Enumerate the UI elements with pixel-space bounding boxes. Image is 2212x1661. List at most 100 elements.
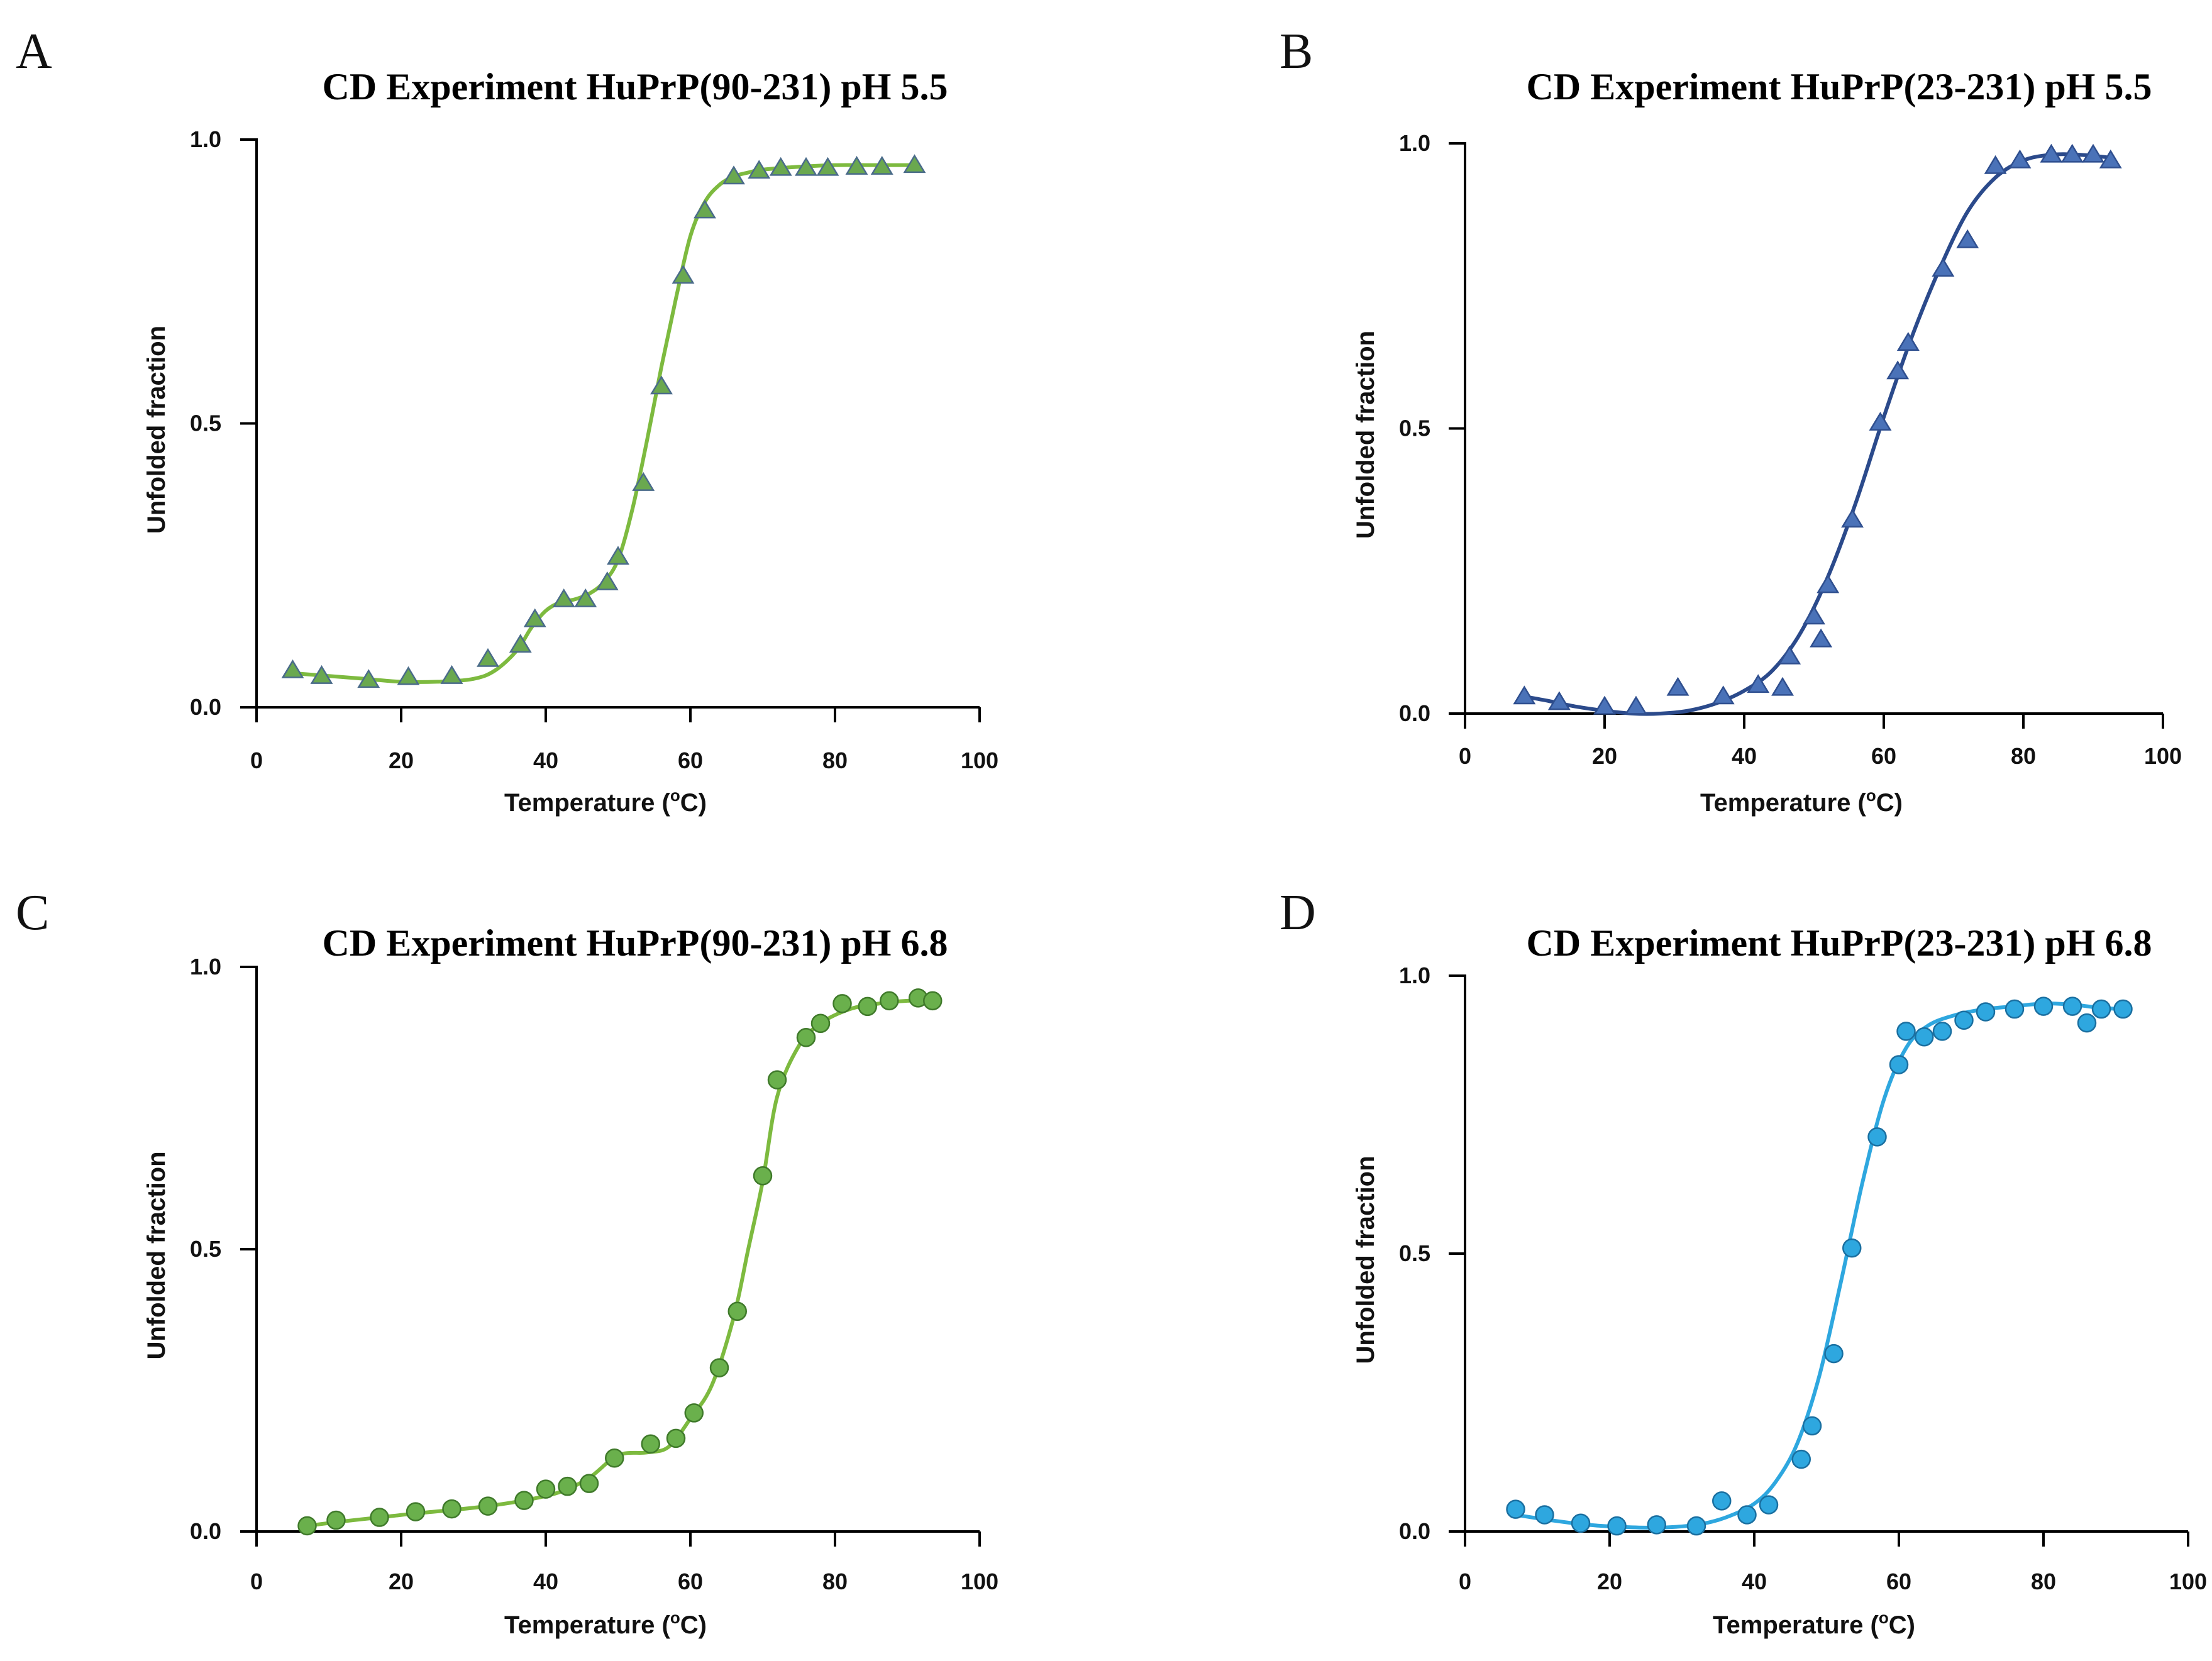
data-point (397, 666, 420, 685)
x-tick-label: 80 (822, 1569, 848, 1594)
data-point (574, 588, 597, 607)
data-point (514, 1491, 534, 1510)
data-point (1506, 1499, 1525, 1519)
data-point (2077, 1013, 2097, 1033)
y-tick-label: 0.5 (1399, 1240, 1430, 1266)
data-point (2008, 149, 2032, 168)
data-point (767, 1070, 787, 1090)
y-axis-label: Unfolded fraction (143, 326, 170, 534)
chart-title: CD Experiment HuPrP(23-231) pH 6.8 (1527, 922, 2152, 964)
x-axis-label-degree: o (670, 1608, 680, 1627)
x-tick-label: 20 (389, 748, 414, 773)
data-point (523, 608, 546, 627)
x-axis-label-unit: C) (680, 1611, 707, 1639)
x-axis-label-degree: o (1879, 1608, 1889, 1627)
data-point (2113, 999, 2133, 1019)
data-point (1647, 1515, 1666, 1535)
panel-letter: A (16, 24, 52, 79)
x-tick-label: 20 (1592, 743, 1617, 769)
x-tick-label: 80 (822, 748, 848, 773)
x-tick-label: 100 (2169, 1569, 2207, 1594)
data-point (1810, 628, 1833, 648)
data-point (796, 1028, 816, 1047)
data-point (816, 157, 839, 176)
y-axis-label: Unfolded fraction (143, 1151, 170, 1359)
data-point (1802, 1416, 1822, 1436)
fit-curve (1522, 152, 2113, 716)
data-point (1666, 676, 1689, 696)
panel-letter: C (16, 885, 49, 941)
data-point (923, 991, 943, 1011)
data-point (632, 472, 655, 491)
data-point (478, 1496, 498, 1516)
x-tick-label: 0 (1459, 1569, 1471, 1594)
panel-b: B CD Experiment HuPrP(23-231) pH 5.5 0 20 40… (1280, 24, 2182, 817)
data-point (858, 996, 877, 1017)
x-tick-label: 40 (533, 1569, 558, 1594)
data-point (722, 165, 745, 185)
data-point (641, 1434, 660, 1454)
data-point (1791, 1449, 1811, 1469)
data-point (1896, 1022, 1916, 1041)
x-axis-label: Temperature (oC) (504, 786, 707, 817)
data-point (509, 634, 532, 653)
panel-a: A CD Experiment HuPrP(90-231) pH 5.5 0 20 40… (16, 24, 998, 817)
data-point (769, 157, 792, 176)
panel-letter: D (1280, 885, 1316, 941)
y-tick-label: 1.0 (190, 954, 221, 979)
data-point (2005, 999, 2025, 1019)
data-point (1712, 1491, 1732, 1511)
x-tick-label: 80 (2031, 1569, 2056, 1594)
data-point (810, 1013, 831, 1034)
data-point (1593, 695, 1616, 715)
data-point (870, 155, 893, 175)
x-tick-label: 60 (1886, 1569, 1911, 1594)
x-tick-label: 60 (678, 1569, 703, 1594)
data-point (310, 665, 333, 684)
data-point (1886, 360, 1910, 380)
data-point (1976, 1002, 1996, 1022)
data-point (1607, 1516, 1627, 1536)
x-axis-label: Temperature (oC) (1713, 1608, 1915, 1639)
chart-title: CD Experiment HuPrP(90-231) pH 5.5 (323, 66, 948, 108)
data-point (607, 546, 629, 565)
data-point (672, 265, 695, 284)
x-axis-label-degree: o (670, 786, 680, 805)
x-tick-label: 100 (2144, 743, 2182, 769)
panel-c: C CD Experiment HuPrP(90-231) pH 6.8 0 20 40… (16, 885, 998, 1639)
x-axis-label-degree: o (1866, 786, 1876, 805)
y-tick-label: 0.0 (190, 1518, 221, 1544)
y-tick-label: 1.0 (190, 126, 221, 152)
chart-title: CD Experiment HuPrP(90-231) pH 6.8 (323, 922, 948, 964)
data-point (370, 1508, 389, 1527)
data-point (709, 1358, 729, 1377)
data-point (1571, 1513, 1591, 1533)
panel-letter: B (1280, 24, 1313, 79)
y-tick-label: 0.0 (1399, 1518, 1430, 1544)
data-point (1771, 676, 1794, 696)
x-tick-label: 40 (1732, 743, 1757, 769)
data-point (1686, 1516, 1706, 1536)
x-axis-label-unit: C) (680, 789, 707, 817)
x-tick-label: 0 (250, 1569, 263, 1594)
data-point (477, 648, 499, 667)
data-point (1841, 509, 1864, 528)
x-tick-label: 80 (2011, 743, 2036, 769)
y-tick-label: 0.5 (190, 411, 221, 436)
data-point (1867, 1127, 1887, 1147)
fit-curve (1513, 1002, 2125, 1530)
data-point (1956, 229, 1979, 248)
data-point (727, 1301, 747, 1322)
data-point (1932, 1022, 1952, 1041)
data-point (2082, 143, 2104, 163)
data-point (1778, 645, 1801, 665)
data-point (558, 1476, 577, 1496)
x-tick-label: 0 (1459, 743, 1471, 769)
data-point (2091, 999, 2111, 1019)
data-point (1817, 574, 1840, 593)
data-point (2099, 149, 2122, 168)
x-axis-label: Temperature (oC) (1700, 786, 1903, 817)
y-axis-label: Unfolded fraction (1352, 1156, 1380, 1364)
y-axis-label: Unfolded fraction (1352, 331, 1380, 539)
x-axis-label-unit: C) (1876, 789, 1903, 817)
